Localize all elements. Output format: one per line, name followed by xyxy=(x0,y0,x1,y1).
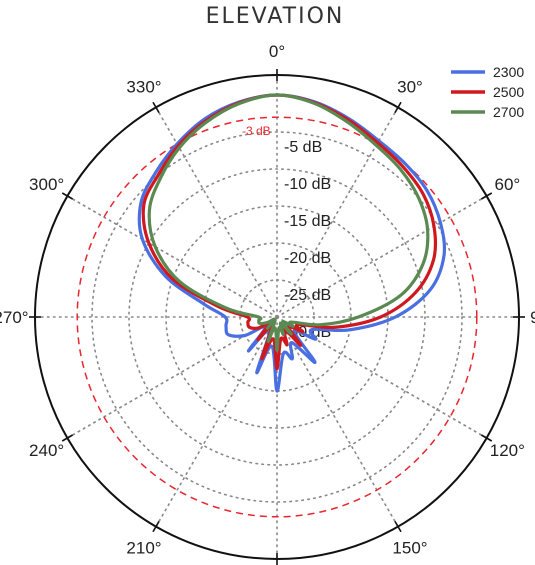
grid-spoke xyxy=(155,106,278,318)
grid-spoke xyxy=(66,316,278,439)
angle-tick-labels: 0°30°60°90°120°150°180°210°240°270°300°3… xyxy=(0,42,535,557)
legend-label-2700: 2700 xyxy=(493,104,524,120)
series-layer xyxy=(137,93,447,393)
angle-tick-label: 60° xyxy=(495,175,521,194)
radial-tick-labels: -3 dB-5 dB-10 dB-15 dB-20 dB-25 dB-30 dB xyxy=(242,124,331,341)
angle-tick-mark xyxy=(394,520,402,533)
angle-tick-mark xyxy=(152,101,160,114)
angle-tick-label: 30° xyxy=(397,78,423,97)
angle-tick-mark xyxy=(61,192,74,200)
reference-circle-3db xyxy=(76,116,478,518)
radial-tick-label: -5 dB xyxy=(284,139,322,156)
grid-ring xyxy=(91,131,463,503)
chart-title: ELEVATION xyxy=(205,4,345,29)
angle-tick-label: 120° xyxy=(490,441,525,460)
legend-label-2500: 2500 xyxy=(493,84,524,100)
grid-ring xyxy=(165,205,389,429)
angle-tick-label: 150° xyxy=(392,538,427,557)
grid-ring xyxy=(128,168,426,466)
grid-spoke xyxy=(276,316,399,528)
angle-tick-label: 330° xyxy=(126,78,161,97)
polar-grid xyxy=(29,69,525,565)
grid-spoke xyxy=(155,316,278,528)
angle-tick-label: 270° xyxy=(0,308,29,327)
angle-tick-mark xyxy=(480,434,493,442)
radial-tick-label: -20 dB xyxy=(284,250,331,267)
radial-tick-label: -25 dB xyxy=(284,287,331,304)
angle-tick-label: 90° xyxy=(530,308,535,327)
series-line-2300 xyxy=(137,93,447,393)
angle-tick-label: 300° xyxy=(29,175,64,194)
angle-tick-mark xyxy=(480,192,493,200)
radial-tick-label: -10 dB xyxy=(284,176,331,193)
angle-tick-mark xyxy=(61,434,74,442)
angle-tick-label: 0° xyxy=(269,42,285,61)
reference-tick-label: -3 dB xyxy=(242,124,271,138)
legend: 2300 2500 2700 xyxy=(451,64,524,120)
angle-tick-label: 240° xyxy=(29,441,64,460)
legend-label-2300: 2300 xyxy=(493,64,524,80)
grid-spoke xyxy=(66,195,278,318)
angle-tick-mark xyxy=(152,520,160,533)
angle-tick-mark xyxy=(394,101,402,114)
grid-spoke xyxy=(276,195,488,318)
angle-tick-label: 210° xyxy=(126,538,161,557)
radial-tick-label: -15 dB xyxy=(284,213,331,230)
grid-spoke xyxy=(276,106,399,318)
series-line-2500 xyxy=(141,93,438,371)
series-line-2700 xyxy=(147,93,430,352)
grid-spoke xyxy=(276,316,488,439)
